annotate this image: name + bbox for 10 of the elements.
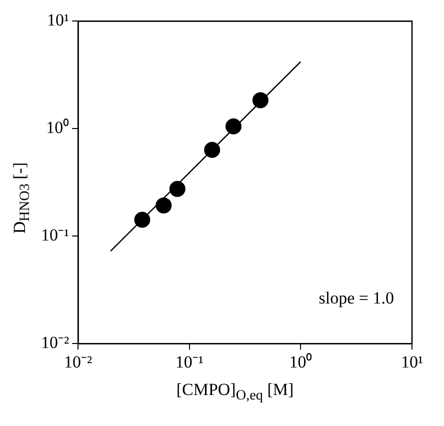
x-tick-label: 10⁰: [289, 352, 312, 372]
x-tick-label: 10¹: [400, 352, 424, 372]
annotation: slope = 1.0: [318, 288, 394, 308]
x-tick-label: 10⁻¹: [175, 352, 204, 372]
y-tick-label: 10¹: [46, 10, 70, 30]
y-tick-label: 10⁻¹: [40, 226, 70, 245]
y-tick-label: 10⁰: [46, 118, 70, 138]
x-tick-label: 10⁻²: [64, 352, 92, 372]
x-axis-title: [CMPO]$_{O,eq}$ [M]: [175, 380, 295, 404]
y-tick-label: 10⁻²: [40, 333, 70, 352]
